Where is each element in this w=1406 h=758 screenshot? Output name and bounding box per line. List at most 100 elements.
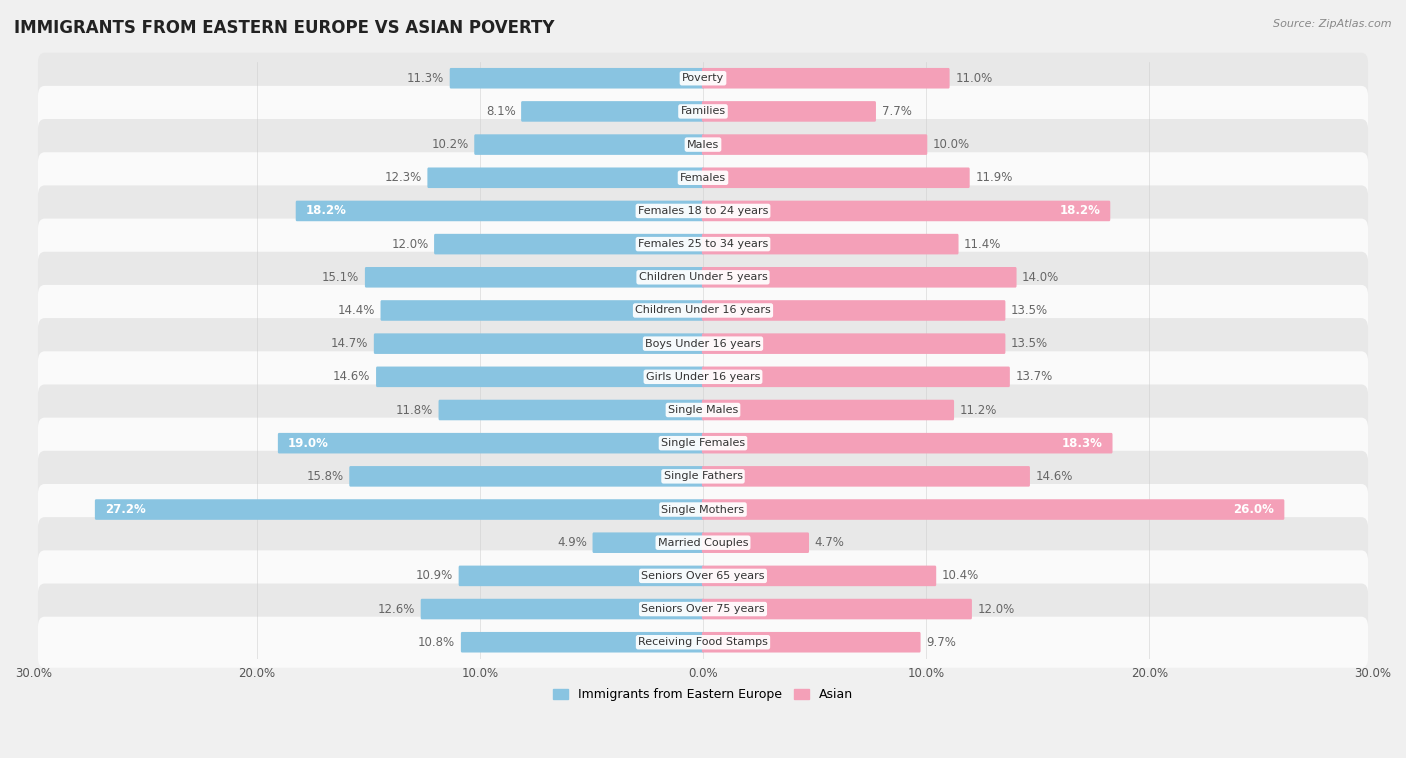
Text: 18.3%: 18.3%	[1062, 437, 1102, 449]
FancyBboxPatch shape	[38, 584, 1368, 634]
FancyBboxPatch shape	[38, 285, 1368, 336]
FancyBboxPatch shape	[461, 632, 704, 653]
Text: 11.9%: 11.9%	[976, 171, 1012, 184]
FancyBboxPatch shape	[702, 466, 1031, 487]
FancyBboxPatch shape	[420, 599, 704, 619]
Text: 4.9%: 4.9%	[557, 536, 586, 550]
FancyBboxPatch shape	[38, 86, 1368, 137]
Text: Single Males: Single Males	[668, 405, 738, 415]
FancyBboxPatch shape	[366, 267, 704, 287]
FancyBboxPatch shape	[702, 168, 970, 188]
FancyBboxPatch shape	[278, 433, 704, 453]
FancyBboxPatch shape	[702, 599, 972, 619]
Text: 10.2%: 10.2%	[432, 138, 468, 151]
Text: 7.7%: 7.7%	[882, 105, 911, 118]
FancyBboxPatch shape	[592, 532, 704, 553]
Text: 18.2%: 18.2%	[305, 205, 347, 218]
Text: 27.2%: 27.2%	[105, 503, 146, 516]
FancyBboxPatch shape	[702, 565, 936, 586]
Text: Children Under 5 years: Children Under 5 years	[638, 272, 768, 282]
FancyBboxPatch shape	[38, 53, 1368, 104]
FancyBboxPatch shape	[38, 252, 1368, 303]
FancyBboxPatch shape	[702, 500, 1284, 520]
Text: 8.1%: 8.1%	[486, 105, 516, 118]
FancyBboxPatch shape	[702, 632, 921, 653]
Text: Poverty: Poverty	[682, 74, 724, 83]
FancyBboxPatch shape	[38, 152, 1368, 203]
FancyBboxPatch shape	[38, 119, 1368, 170]
FancyBboxPatch shape	[38, 550, 1368, 601]
FancyBboxPatch shape	[702, 233, 959, 255]
Text: 11.4%: 11.4%	[965, 237, 1001, 251]
FancyBboxPatch shape	[38, 318, 1368, 369]
FancyBboxPatch shape	[702, 532, 808, 553]
FancyBboxPatch shape	[702, 68, 949, 89]
Text: 11.2%: 11.2%	[960, 403, 997, 416]
Text: 15.8%: 15.8%	[307, 470, 343, 483]
Text: 12.6%: 12.6%	[378, 603, 415, 615]
Text: Seniors Over 75 years: Seniors Over 75 years	[641, 604, 765, 614]
FancyBboxPatch shape	[349, 466, 704, 487]
Text: Single Mothers: Single Mothers	[661, 505, 745, 515]
Text: 10.0%: 10.0%	[932, 138, 970, 151]
FancyBboxPatch shape	[38, 617, 1368, 668]
Text: Females 25 to 34 years: Females 25 to 34 years	[638, 239, 768, 249]
Text: 26.0%: 26.0%	[1233, 503, 1274, 516]
Text: Females 18 to 24 years: Females 18 to 24 years	[638, 206, 768, 216]
Text: 4.7%: 4.7%	[814, 536, 845, 550]
Text: 13.5%: 13.5%	[1011, 304, 1047, 317]
FancyBboxPatch shape	[702, 267, 1017, 287]
Text: Children Under 16 years: Children Under 16 years	[636, 305, 770, 315]
Text: 11.8%: 11.8%	[395, 403, 433, 416]
Legend: Immigrants from Eastern Europe, Asian: Immigrants from Eastern Europe, Asian	[548, 683, 858, 706]
FancyBboxPatch shape	[38, 218, 1368, 270]
FancyBboxPatch shape	[38, 384, 1368, 436]
Text: 12.0%: 12.0%	[391, 237, 429, 251]
FancyBboxPatch shape	[702, 399, 955, 420]
Text: Females: Females	[681, 173, 725, 183]
FancyBboxPatch shape	[38, 484, 1368, 535]
Text: 11.0%: 11.0%	[955, 72, 993, 85]
Text: 10.8%: 10.8%	[418, 636, 456, 649]
FancyBboxPatch shape	[375, 367, 704, 387]
FancyBboxPatch shape	[702, 334, 1005, 354]
Text: 14.4%: 14.4%	[337, 304, 375, 317]
FancyBboxPatch shape	[295, 201, 704, 221]
FancyBboxPatch shape	[434, 233, 704, 255]
Text: Seniors Over 65 years: Seniors Over 65 years	[641, 571, 765, 581]
FancyBboxPatch shape	[702, 367, 1010, 387]
Text: 15.1%: 15.1%	[322, 271, 360, 283]
Text: Girls Under 16 years: Girls Under 16 years	[645, 372, 761, 382]
FancyBboxPatch shape	[702, 101, 876, 122]
Text: 18.2%: 18.2%	[1059, 205, 1101, 218]
FancyBboxPatch shape	[94, 500, 704, 520]
FancyBboxPatch shape	[702, 134, 928, 155]
Text: 14.6%: 14.6%	[1035, 470, 1073, 483]
FancyBboxPatch shape	[381, 300, 704, 321]
FancyBboxPatch shape	[450, 68, 704, 89]
Text: Source: ZipAtlas.com: Source: ZipAtlas.com	[1274, 19, 1392, 29]
Text: 13.5%: 13.5%	[1011, 337, 1047, 350]
Text: Boys Under 16 years: Boys Under 16 years	[645, 339, 761, 349]
Text: Married Couples: Married Couples	[658, 537, 748, 548]
FancyBboxPatch shape	[702, 433, 1112, 453]
FancyBboxPatch shape	[38, 517, 1368, 568]
FancyBboxPatch shape	[702, 201, 1111, 221]
FancyBboxPatch shape	[522, 101, 704, 122]
FancyBboxPatch shape	[439, 399, 704, 420]
Text: 14.0%: 14.0%	[1022, 271, 1059, 283]
Text: Receiving Food Stamps: Receiving Food Stamps	[638, 637, 768, 647]
FancyBboxPatch shape	[38, 451, 1368, 502]
Text: 11.3%: 11.3%	[406, 72, 444, 85]
FancyBboxPatch shape	[38, 418, 1368, 468]
FancyBboxPatch shape	[474, 134, 704, 155]
Text: Single Females: Single Females	[661, 438, 745, 448]
Text: Single Fathers: Single Fathers	[664, 471, 742, 481]
FancyBboxPatch shape	[38, 186, 1368, 236]
Text: 13.7%: 13.7%	[1015, 371, 1053, 384]
FancyBboxPatch shape	[702, 300, 1005, 321]
Text: 19.0%: 19.0%	[288, 437, 329, 449]
Text: 14.6%: 14.6%	[333, 371, 371, 384]
Text: IMMIGRANTS FROM EASTERN EUROPE VS ASIAN POVERTY: IMMIGRANTS FROM EASTERN EUROPE VS ASIAN …	[14, 19, 554, 37]
FancyBboxPatch shape	[38, 351, 1368, 402]
